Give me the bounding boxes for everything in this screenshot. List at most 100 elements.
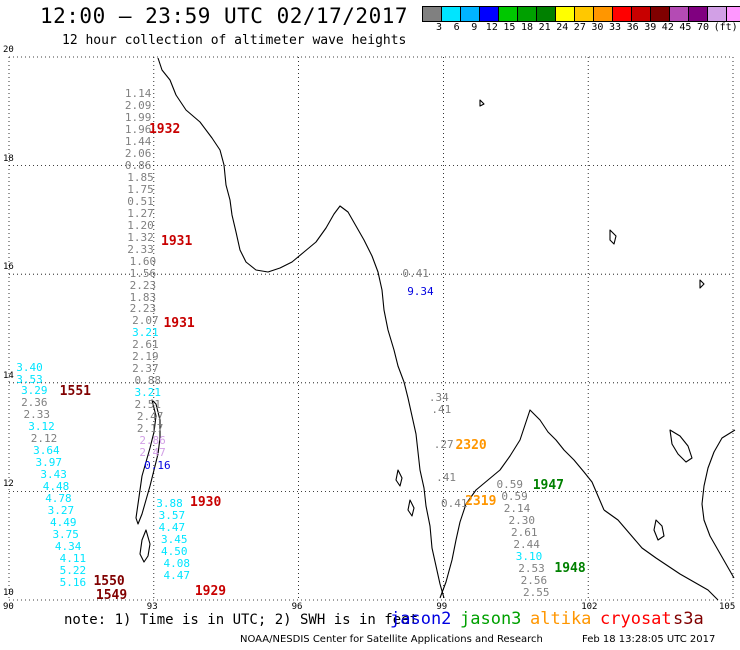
wave-height-value: 3.64 xyxy=(33,444,60,458)
island-phu-quoc xyxy=(653,519,665,541)
wave-height-value: 1.75 xyxy=(127,183,154,197)
wave-height-value: 3.12 xyxy=(28,420,55,434)
colorbar-label: 3 xyxy=(436,22,443,33)
wave-height-value: 3.40 xyxy=(16,360,43,374)
wave-height-value: 2.53 xyxy=(518,562,545,576)
wave-height-value: 0.41 xyxy=(402,267,429,281)
wave-height-value: 3.53 xyxy=(16,372,43,386)
colorbar-label: 21 xyxy=(538,22,551,33)
wave-height-value: 3.75 xyxy=(52,527,79,541)
wave-height-value: 2.17 xyxy=(136,421,164,435)
wave-height-value: 3.10 xyxy=(515,550,543,564)
y-tick-label: 16 xyxy=(3,262,14,273)
island-andaman-north xyxy=(135,399,161,525)
wave-height-value: 1.27 xyxy=(127,206,154,220)
legend-note: note: 1) Time is in UTC; 2) SWH is in fe… xyxy=(64,612,419,628)
pass-time-label: 1931 xyxy=(163,315,195,331)
wave-height-value: .41 xyxy=(431,403,452,417)
satellite-legend-s3a: s3a xyxy=(673,609,704,629)
wave-height-value: .41 xyxy=(436,470,457,484)
y-tick-label: 10 xyxy=(3,588,14,598)
colorbar-labels: 3 6 9 12 15 18 21 24 27 30 33 36 39 42 45 70 (ft) xyxy=(422,22,740,36)
wave-height-value: 2.12 xyxy=(30,432,58,446)
wave-height-value: 4.50 xyxy=(161,544,188,558)
island-small-2 xyxy=(609,229,617,245)
pass-time-label: 1551 xyxy=(59,384,91,400)
wave-height-value: 2.51 xyxy=(134,398,161,412)
coastline xyxy=(135,57,736,601)
wave-height-value: 2.33 xyxy=(23,408,50,422)
colorbar-label: 42 xyxy=(661,22,674,33)
wave-height-value: 4.34 xyxy=(54,539,82,553)
wave-height-value: 2.44 xyxy=(513,538,540,552)
satellite-legend-jason2: jason2 xyxy=(390,609,452,629)
wave-height-value: 0.88 xyxy=(134,374,161,388)
credit-text: NOAA/NESDIS Center for Satellite Applica… xyxy=(240,634,543,645)
wave-height-value: .34 xyxy=(428,391,449,404)
wave-height-value: 2.86 xyxy=(139,433,166,447)
colorbar xyxy=(422,6,740,22)
pass-time-label: 1932 xyxy=(148,121,181,137)
pass-time-label: 1948 xyxy=(554,560,586,576)
wave-height-value: 4.48 xyxy=(42,480,70,494)
wave-height-value: 2.33 xyxy=(127,242,154,256)
colorbar-label: 45 xyxy=(679,22,692,33)
wave-height-value: 3.21 xyxy=(132,326,159,340)
island-koh-kong xyxy=(669,429,693,463)
colorbar-swatch xyxy=(726,6,740,22)
colorbar-unit: (ft) xyxy=(713,22,738,33)
wave-height-value: 1.60 xyxy=(129,254,157,268)
x-tick-label: 93 xyxy=(146,602,158,612)
wave-height-value: 0.41 xyxy=(440,496,468,510)
x-tick-label: 96 xyxy=(291,602,303,612)
wave-height-value: 4.47 xyxy=(158,520,186,534)
satellite-legend-jason3: jason3 xyxy=(460,609,522,629)
island-small-1 xyxy=(479,99,485,107)
wave-height-value: 5.16 xyxy=(59,575,87,589)
coastline-main xyxy=(157,57,445,599)
map-subtitle: 12 hour collection of altimeter wave hei… xyxy=(62,33,407,48)
wave-height-value: 3.43 xyxy=(40,468,67,482)
wave-height-value: 0.59 xyxy=(501,489,528,503)
timestamp-text: Feb 18 13:28:05 UTC 2017 xyxy=(582,634,716,645)
wave-height-value: 2.09 xyxy=(124,99,152,113)
wave-height-value: 9.34 xyxy=(407,285,434,299)
satellite-legend-cryosat: cryosat xyxy=(600,609,672,629)
wave-height-value: 4.11 xyxy=(59,551,87,565)
wave-height-value: 2.23 xyxy=(129,278,157,292)
y-tick-label: 20 xyxy=(3,45,14,55)
y-tick-label: 14 xyxy=(3,370,14,381)
map-title: 12:00 – 23:59 UTC 02/17/2017 xyxy=(40,4,409,28)
wave-height-value: 1.32 xyxy=(127,230,154,244)
wave-height-value: 2.55 xyxy=(523,585,550,599)
wave-height-value: 2.37 xyxy=(132,362,159,376)
pass-time-label: 1550 xyxy=(93,574,125,590)
pass-time-label: 1931 xyxy=(161,233,193,249)
wave-height-value: 1.99 xyxy=(124,111,152,125)
island-andaman-south xyxy=(139,529,151,563)
x-tick-label: 99 xyxy=(436,602,448,612)
wave-height-value: 1.20 xyxy=(127,218,154,232)
wave-height-value: 2.47 xyxy=(139,445,166,459)
wave-height-value: 2.06 xyxy=(124,147,152,161)
colorbar-label: 18 xyxy=(521,22,534,33)
wave-height-value: 2.36 xyxy=(21,396,48,410)
satellite-legend-altika: altika xyxy=(530,609,592,629)
wave-height-value: 3.27 xyxy=(47,503,75,517)
island-mergui-2 xyxy=(407,499,415,517)
pass-time-label: 1947 xyxy=(532,477,564,493)
wave-height-value: 3.88 xyxy=(156,496,183,510)
y-tick-label: 18 xyxy=(3,153,14,164)
wave-height-value: 2.19 xyxy=(132,350,159,364)
wave-height-value: .27 xyxy=(433,437,454,451)
colorbar-label: 39 xyxy=(644,22,657,33)
x-tick-label: 105 xyxy=(719,602,736,612)
wave-height-value: 4.49 xyxy=(50,515,77,529)
wave-height-value: 2.14 xyxy=(503,502,531,516)
wave-height-value: 2.61 xyxy=(510,526,538,540)
colorbar-label: 33 xyxy=(609,22,622,33)
wave-height-value: 0.59 xyxy=(496,477,523,491)
colorbar-label: 6 xyxy=(453,22,460,33)
wave-height-value: 3.97 xyxy=(35,456,63,470)
colorbar-label: 9 xyxy=(471,22,478,33)
